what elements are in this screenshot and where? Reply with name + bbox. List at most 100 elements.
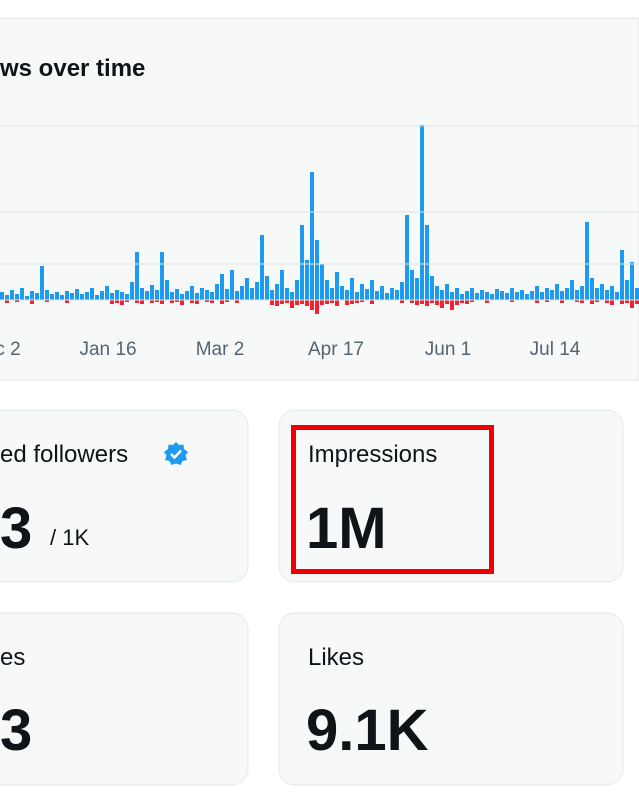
bar (430, 300, 434, 303)
bar (345, 300, 349, 305)
bar (130, 282, 134, 300)
bar (35, 293, 39, 300)
bar (350, 300, 354, 304)
bar (0, 292, 4, 300)
bar (405, 215, 409, 300)
card-value: 1M (306, 496, 387, 561)
bar (180, 300, 184, 305)
bar (15, 294, 19, 300)
bar (515, 292, 519, 300)
bar (605, 300, 609, 303)
bar (335, 300, 339, 306)
bar (620, 250, 624, 300)
bar (110, 300, 114, 304)
bar (260, 235, 264, 300)
bar (615, 292, 619, 300)
bar (360, 284, 364, 300)
bar (290, 292, 294, 300)
bar (160, 252, 164, 300)
bar (340, 286, 344, 300)
bar (625, 300, 629, 303)
bar (465, 300, 469, 304)
bar (325, 300, 329, 304)
card-label: Likes (308, 644, 364, 671)
bar (540, 292, 544, 300)
bar (180, 294, 184, 300)
bar (80, 294, 84, 300)
bar (575, 290, 579, 300)
bar (505, 293, 509, 300)
bar (410, 270, 414, 300)
bar (325, 280, 329, 300)
bar (485, 292, 489, 300)
bar (560, 291, 564, 300)
bar (310, 172, 314, 300)
bar (255, 282, 259, 300)
bar (120, 300, 124, 305)
bar (265, 276, 269, 300)
bar (10, 290, 14, 300)
bar (610, 300, 614, 305)
bar (595, 300, 599, 302)
bar (200, 288, 204, 300)
bar (150, 285, 154, 300)
x-tick-label: Apr 17 (308, 339, 364, 360)
bar (195, 300, 199, 304)
chart-title: ws over time (0, 55, 145, 82)
bar (190, 300, 194, 303)
bar (415, 300, 419, 305)
bar (160, 300, 164, 304)
bar (525, 294, 529, 300)
bar (400, 300, 404, 303)
bar (635, 300, 639, 304)
bar (50, 294, 54, 300)
card[interactable] (278, 612, 624, 786)
bar (90, 288, 94, 300)
bar (570, 280, 574, 300)
bar (315, 240, 319, 300)
bar (350, 278, 354, 300)
bar (355, 300, 359, 303)
bar (25, 296, 29, 300)
bar (55, 292, 59, 300)
bar (395, 290, 399, 300)
bar (360, 300, 364, 302)
bar (205, 290, 209, 300)
bar (140, 288, 144, 300)
bar (485, 300, 489, 303)
bar (460, 300, 464, 303)
bar (170, 292, 174, 300)
bar (5, 295, 9, 300)
bar (585, 222, 589, 300)
x-tick-label: Jan 16 (79, 339, 136, 360)
card[interactable] (278, 409, 624, 583)
bar (440, 290, 444, 300)
bar (205, 300, 209, 302)
bar (210, 292, 214, 300)
bar (590, 278, 594, 300)
card-value: 3 (0, 496, 32, 561)
card[interactable] (0, 612, 249, 786)
bar (470, 288, 474, 300)
bar (495, 289, 499, 300)
bar (70, 293, 74, 300)
card[interactable] (0, 409, 249, 583)
bar (435, 300, 439, 305)
bar (635, 288, 639, 300)
bar (5, 300, 9, 303)
bar (455, 300, 459, 305)
bar (220, 300, 224, 304)
bar (345, 290, 349, 300)
bar (280, 270, 284, 300)
card-value: 3 (0, 698, 32, 763)
card-value: 9.1K (306, 698, 429, 763)
bar (225, 289, 229, 300)
bar (215, 284, 219, 300)
bar (75, 289, 79, 300)
bar (220, 274, 224, 300)
bar (315, 300, 319, 314)
bar (270, 290, 274, 300)
chart-card (0, 17, 639, 381)
bar (475, 293, 479, 300)
bar (450, 300, 454, 310)
